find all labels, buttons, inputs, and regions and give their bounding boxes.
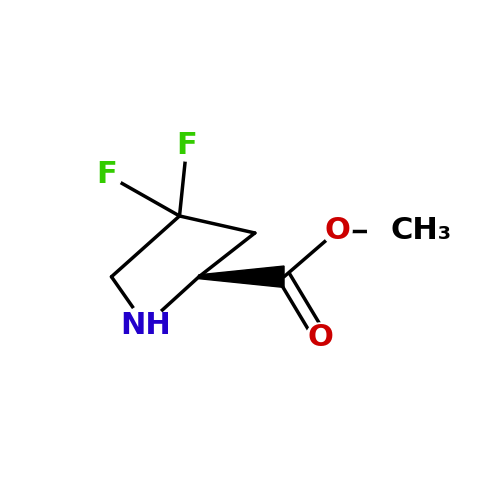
Circle shape <box>125 305 166 346</box>
Text: CH₃: CH₃ <box>391 216 452 245</box>
Circle shape <box>323 216 352 245</box>
Text: F: F <box>176 131 197 160</box>
Circle shape <box>91 159 122 190</box>
Text: F: F <box>96 160 117 189</box>
Text: NH: NH <box>120 311 171 340</box>
Circle shape <box>306 323 335 352</box>
Circle shape <box>368 207 414 254</box>
Polygon shape <box>199 266 284 287</box>
Circle shape <box>171 130 202 161</box>
Text: O: O <box>308 323 334 352</box>
Text: O: O <box>324 216 350 245</box>
